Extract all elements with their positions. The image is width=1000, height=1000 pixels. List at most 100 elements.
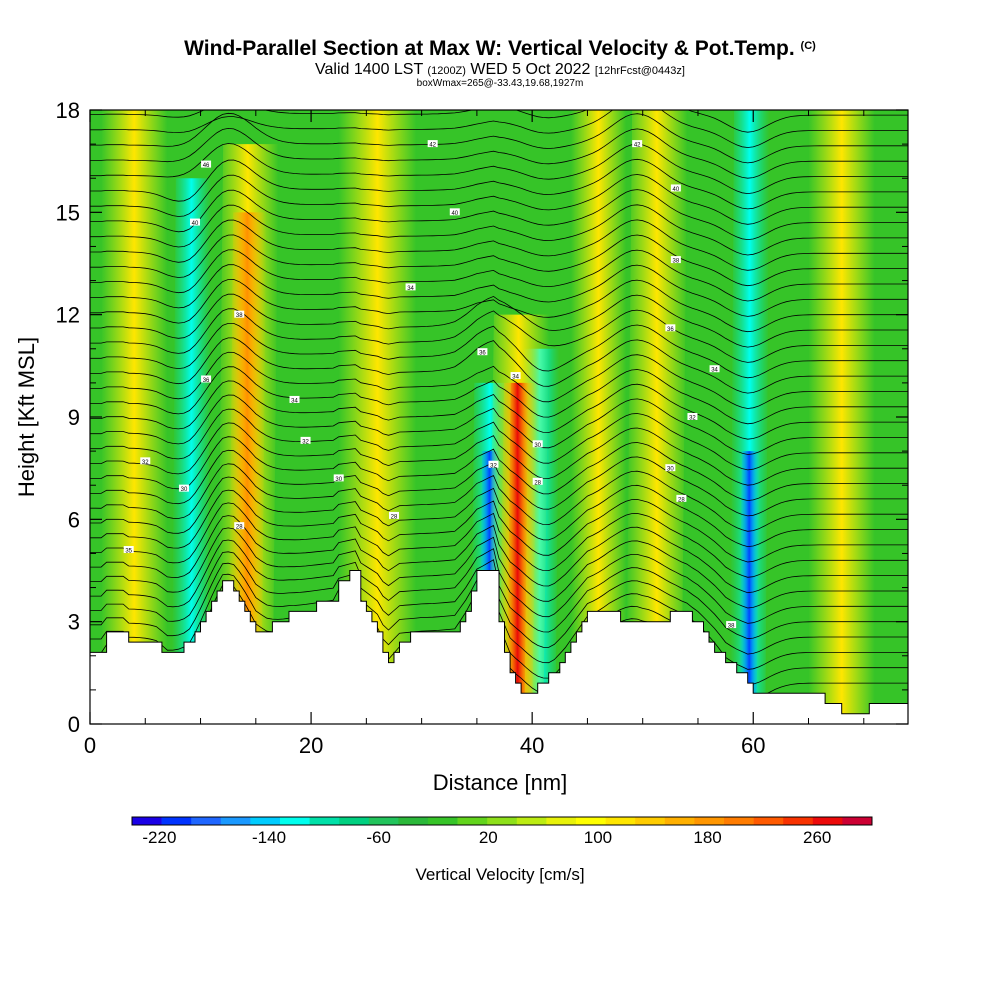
contour-label-text: 30 (534, 443, 541, 449)
theta-contour-label: 38 (670, 256, 681, 265)
contour-label-bg (449, 208, 460, 216)
contour-label-bg (665, 464, 676, 472)
valid-zulu: (1200Z) (427, 65, 466, 77)
contour-label-bg (477, 348, 488, 356)
contour-label-text: 34 (711, 368, 718, 374)
theta-contour-label: 28 (676, 494, 687, 503)
contour-label-text: 36 (667, 327, 674, 333)
contour-label-text: 28 (534, 480, 541, 486)
theta-contour-line (90, 158, 908, 210)
theta-contour-line (90, 502, 908, 578)
colorbar-swatch (161, 817, 192, 825)
contour-label-text: 30 (667, 467, 674, 473)
valid-time: Valid 1400 LST (315, 61, 423, 78)
theta-contour-label: 28 (532, 477, 543, 486)
colorbar-swatch (516, 817, 547, 825)
colorbar-label: Vertical Velocity [cm/s] (415, 865, 584, 884)
theta-contour-line (90, 264, 908, 317)
contour-label-text: 46 (203, 163, 210, 169)
colorbar-swatch (576, 817, 606, 825)
contour-label-bg (405, 283, 416, 291)
theta-contour-label: 42 (632, 140, 643, 149)
theta-contour-line (90, 351, 908, 409)
contour-label-text: 28 (678, 497, 685, 503)
theta-contour-line (90, 110, 908, 148)
theta-contour-line (90, 323, 908, 379)
theta-contour-label: 36 (477, 348, 488, 357)
theta-contour-line (90, 422, 908, 486)
contour-label-text: 40 (451, 211, 458, 217)
colorbar-swatch (309, 817, 340, 825)
theta-contour-label: 30 (333, 474, 344, 483)
terrain-mask (90, 570, 908, 724)
contour-label-bg (289, 395, 300, 403)
chart-subtitle: Valid 1400 LST (1200Z) WED 5 Oct 2022 [1… (0, 61, 1000, 79)
colorbar-swatch (635, 817, 666, 825)
x-axis-label: Distance [nm] (433, 770, 568, 795)
contour-label-bg (670, 256, 681, 264)
colorbar-swatch (812, 817, 843, 825)
theta-contour-line (90, 337, 908, 394)
copyright-mark: (C) (800, 40, 816, 52)
theta-contour-label: 40 (190, 218, 201, 227)
contour-label-text: 42 (634, 143, 641, 149)
colorbar-swatch (753, 817, 784, 825)
downdraft-band (730, 110, 770, 724)
contour-label-text: 38 (236, 313, 243, 319)
colorbar-swatch (398, 817, 429, 825)
theta-contour-line (90, 112, 908, 164)
theta-contour-line (90, 308, 908, 363)
contour-label-text: 32 (302, 439, 309, 445)
theta-contour-line (90, 463, 908, 532)
theta-contour-label: 35 (123, 546, 134, 555)
theta-contour-line (90, 143, 908, 195)
contour-label-text: 38 (728, 624, 735, 630)
contour-label-bg (333, 474, 344, 482)
colorbar-swatch (664, 817, 695, 825)
updraft-band-weak (570, 110, 627, 724)
contour-label-text: 34 (407, 286, 414, 292)
colorbar-swatch (457, 817, 488, 825)
contour-label-text: 28 (236, 525, 243, 531)
colorbar-tick-label: 20 (479, 828, 498, 847)
y-tick-label: 15 (56, 200, 80, 225)
forecast-info: [12hrFcst@0443z] (594, 65, 685, 77)
theta-contour-line (90, 476, 908, 548)
theta-contour-label: 28 (234, 522, 245, 531)
y-tick-label: 18 (56, 98, 80, 123)
theta-contour-label: 30 (665, 464, 676, 473)
theta-contour-label: 30 (532, 440, 543, 449)
contour-label-text: 32 (142, 460, 149, 466)
contour-label-bg (178, 484, 189, 492)
x-tick-label: 0 (84, 733, 96, 758)
colorbar-tick-label: 260 (803, 828, 831, 847)
contour-label-text: 34 (291, 398, 298, 404)
contour-label-text: 36 (203, 378, 210, 384)
contour-label-text: 38 (673, 259, 680, 265)
theta-contour-label: 36 (665, 324, 676, 333)
valid-date: WED 5 Oct 2022 (470, 61, 591, 78)
contour-label-bg (687, 413, 698, 420)
colorbar-swatch (368, 817, 399, 825)
updraft-core (506, 382, 529, 724)
contour-label-bg (726, 621, 737, 629)
colorbar-swatch (605, 817, 636, 825)
contour-label-bg (123, 546, 134, 554)
theta-contour-label: 34 (289, 395, 300, 404)
colorbar-swatch (220, 817, 251, 825)
theta-contour-line (90, 527, 908, 609)
contour-label-text: 30 (181, 487, 188, 493)
contour-label-bg (676, 494, 687, 502)
theta-contour-line (90, 408, 908, 471)
theta-contour-line (90, 278, 908, 333)
theta-contour-label: 34 (405, 283, 416, 292)
colorbar-swatch (487, 817, 518, 825)
contour-label-bg (510, 372, 521, 380)
y-tick-label: 0 (68, 712, 80, 737)
contour-label-text: 40 (192, 221, 199, 227)
contour-label-text: 32 (490, 463, 497, 469)
downdraft-core (738, 451, 760, 724)
theta-contour-line (90, 234, 908, 287)
